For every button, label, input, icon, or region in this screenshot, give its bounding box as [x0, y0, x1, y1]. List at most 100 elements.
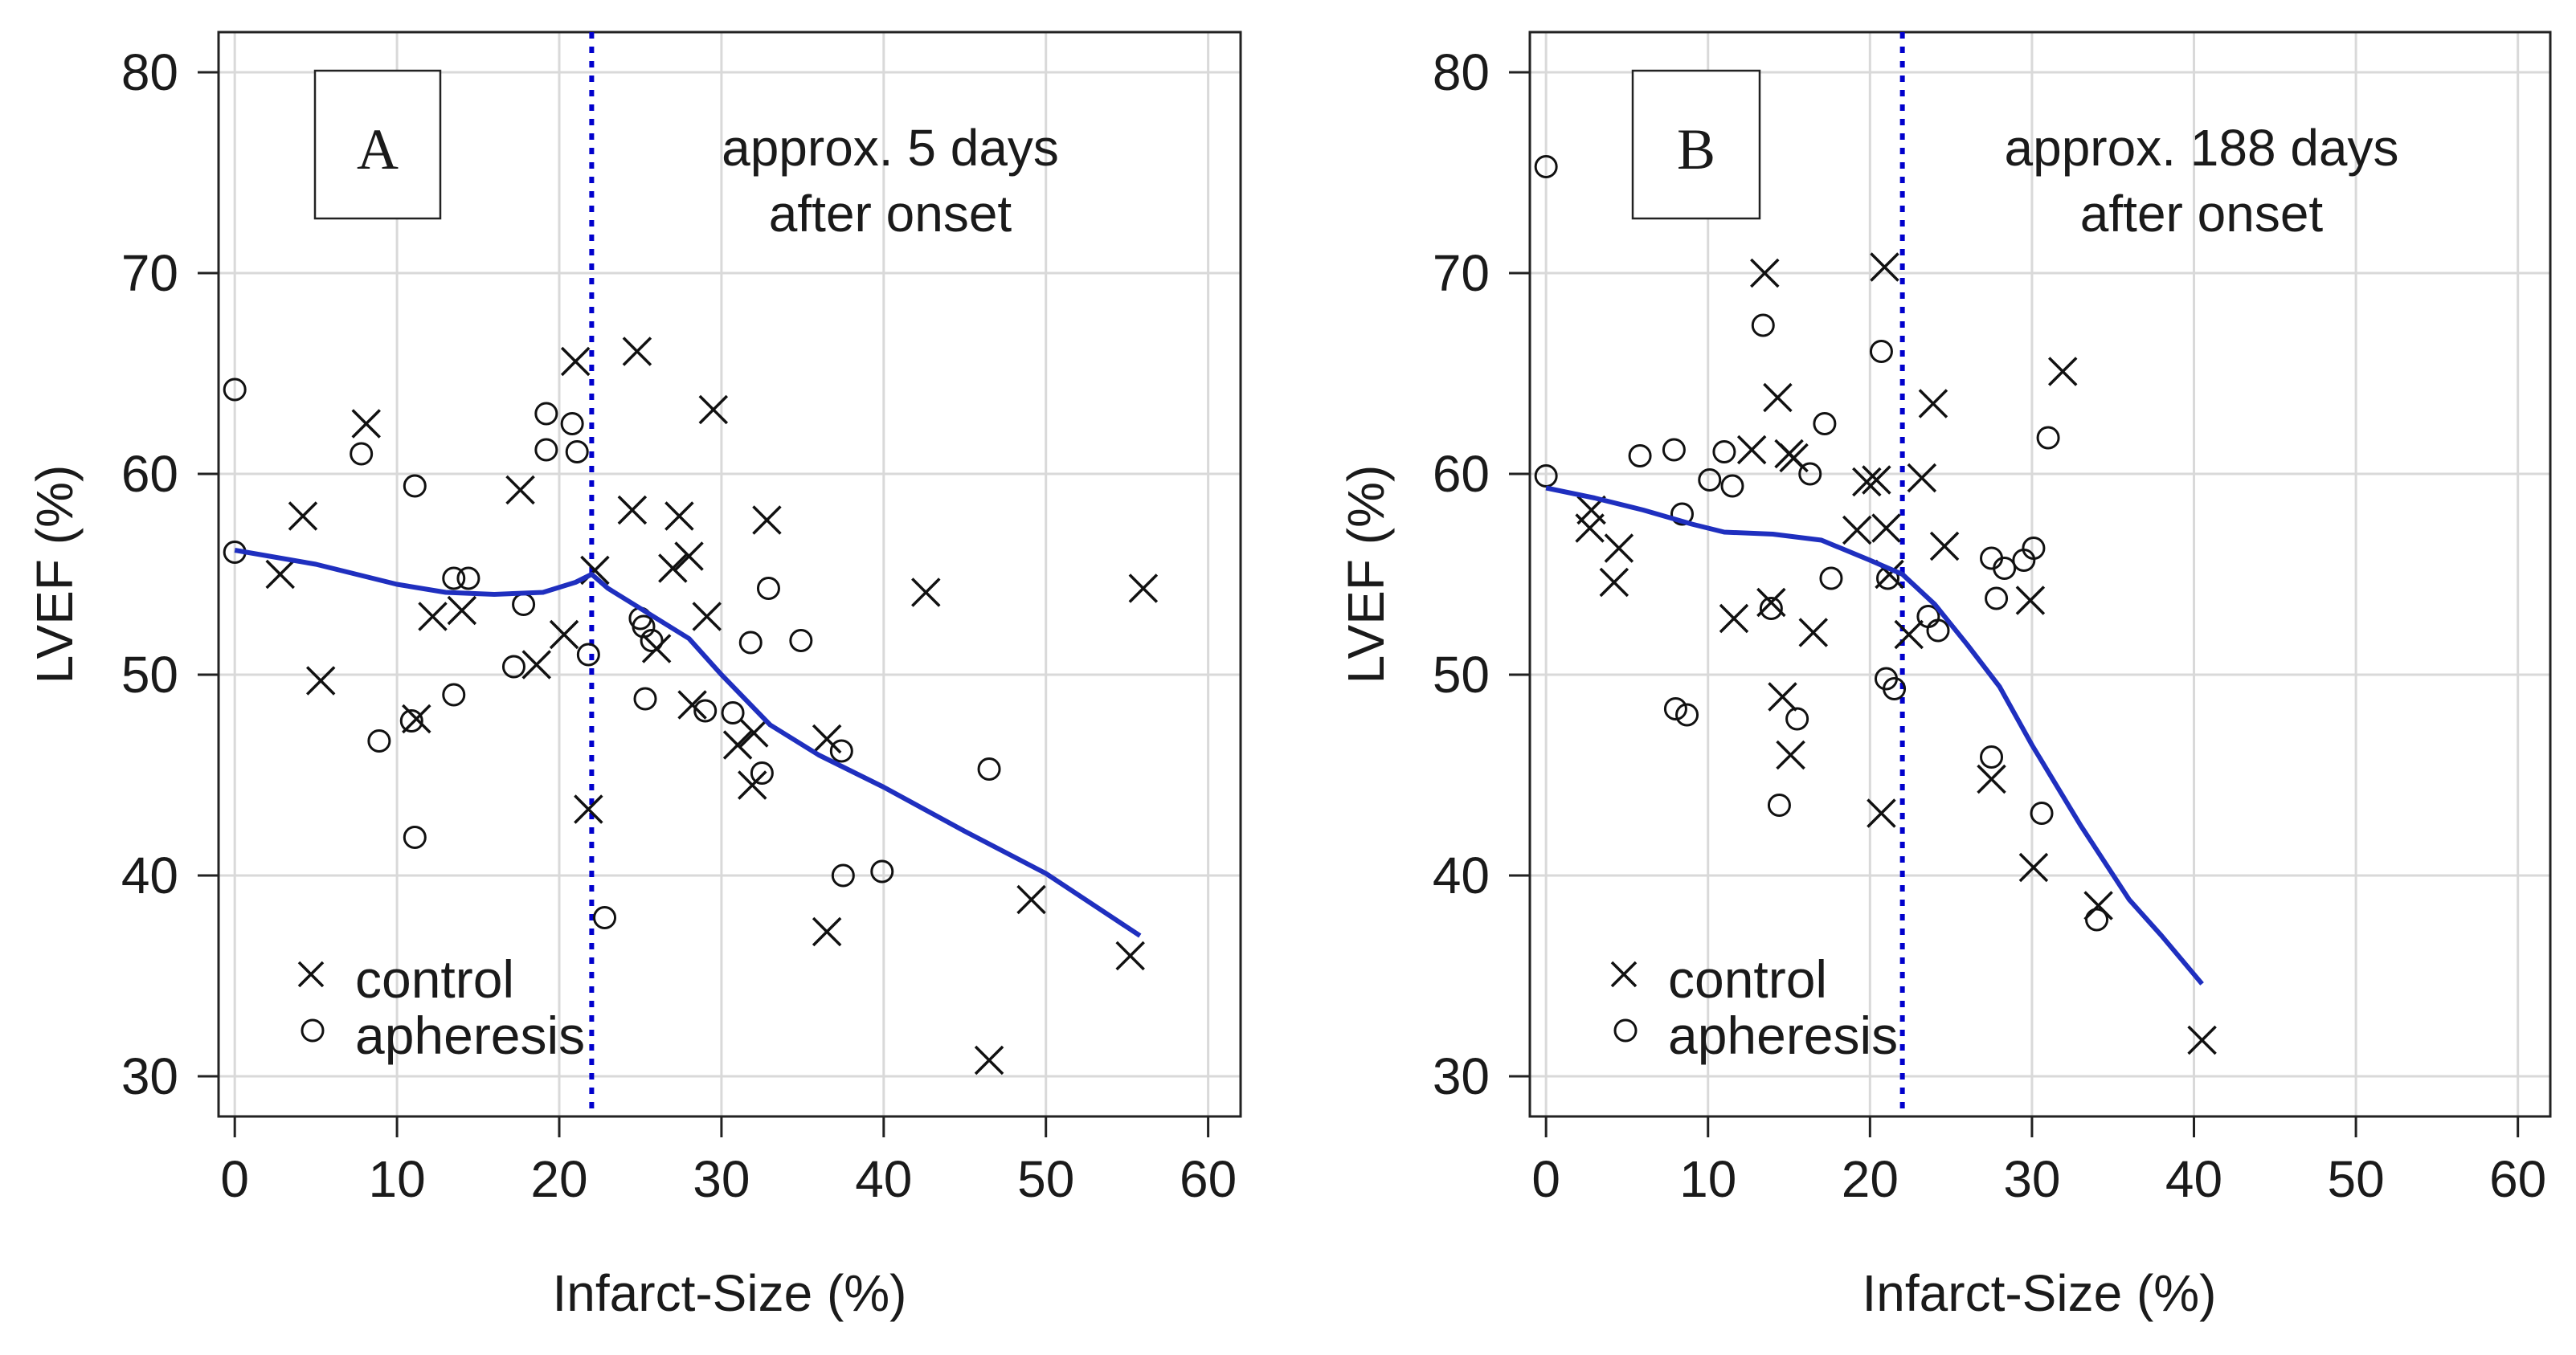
x-tick-label: 10 — [369, 1150, 426, 1208]
legend-marker-control — [297, 961, 325, 988]
point-control — [2083, 891, 2113, 920]
point-apheresis — [223, 378, 247, 402]
point-control — [351, 409, 381, 439]
legend-label-control: control — [355, 949, 514, 1009]
point-apheresis — [1798, 462, 1822, 486]
annotation-line-2: after onset — [769, 185, 1012, 243]
point-apheresis — [2022, 537, 2046, 560]
y-tick-label: 70 — [1433, 244, 1490, 302]
y-tick-label: 50 — [1433, 646, 1490, 704]
point-apheresis — [593, 906, 617, 929]
point-control — [574, 794, 603, 824]
point-control — [1604, 533, 1634, 563]
panel-b: 0 10 20 30 40 50 60 30 40 50 60 70 80 B approx. 188 … — [1337, 31, 2552, 1322]
point-apheresis — [576, 643, 600, 667]
data-marks — [223, 337, 1159, 1075]
point-control — [658, 553, 688, 583]
y-tick-label: 80 — [121, 43, 178, 101]
point-control — [617, 495, 648, 525]
point-control — [1907, 463, 1937, 493]
point-control — [1894, 619, 1924, 650]
point-apheresis — [1751, 313, 1775, 337]
point-control — [1776, 740, 1805, 770]
point-control — [812, 916, 842, 947]
legend-label-apheresis: apheresis — [1668, 1006, 1898, 1065]
point-control — [698, 394, 729, 425]
y-axis-label: LVEF (%) — [26, 465, 84, 684]
point-control — [1768, 682, 1797, 712]
point-apheresis — [1662, 438, 1686, 462]
point-control — [622, 337, 652, 366]
point-control — [752, 505, 782, 535]
x-tick-label: 30 — [2003, 1150, 2060, 1208]
point-control — [1862, 465, 1891, 495]
point-apheresis — [534, 402, 558, 426]
lowess-curve — [1545, 485, 2204, 986]
panel-letter: B — [1677, 117, 1715, 182]
point-control — [560, 346, 591, 377]
point-control — [402, 704, 431, 734]
point-control — [677, 690, 707, 720]
point-control — [674, 541, 704, 571]
legend-label-control: control — [1668, 949, 1827, 1009]
x-axis-label: Infarct-Size (%) — [1862, 1264, 2217, 1322]
grid-lines — [219, 32, 1241, 1116]
y-tick-label: 70 — [121, 244, 178, 302]
point-control — [1016, 884, 1046, 915]
point-control — [2018, 852, 2049, 883]
point-control — [1575, 513, 1605, 543]
x-tick-label: 40 — [2165, 1150, 2222, 1208]
legend-label-apheresis: apheresis — [355, 1006, 585, 1065]
point-apheresis — [1819, 566, 1843, 590]
point-apheresis — [1698, 468, 1722, 492]
x-tick-label: 50 — [2328, 1150, 2385, 1208]
point-apheresis — [565, 440, 589, 463]
x-tick-label: 60 — [1180, 1150, 1237, 1208]
point-apheresis — [512, 593, 536, 616]
point-control — [288, 501, 318, 531]
point-apheresis — [693, 699, 718, 723]
x-tick-label: 0 — [220, 1150, 249, 1208]
point-apheresis — [1926, 618, 1950, 643]
point-apheresis — [560, 412, 584, 435]
x-tick-label: 0 — [1531, 1150, 1560, 1208]
point-apheresis — [633, 687, 657, 711]
y-tick-label: 60 — [1433, 445, 1490, 503]
point-control — [974, 1045, 1004, 1075]
axis-ticks: 0 10 20 30 40 50 60 30 40 50 60 70 80 — [1433, 43, 2546, 1208]
panel-a: 0 10 20 30 40 50 60 30 40 50 60 70 80 A approx. 5 da… — [26, 31, 1242, 1322]
point-apheresis — [442, 683, 466, 707]
y-tick-label: 50 — [121, 646, 178, 704]
point-apheresis — [1993, 557, 2017, 580]
point-apheresis — [1813, 412, 1837, 435]
x-tick-label: 30 — [693, 1150, 750, 1208]
point-apheresis — [1985, 586, 2009, 610]
point-apheresis — [2030, 802, 2054, 825]
point-apheresis — [403, 826, 427, 849]
point-control — [664, 501, 694, 531]
x-tick-label: 50 — [1017, 1150, 1074, 1208]
x-tick-label: 20 — [530, 1150, 587, 1208]
point-control — [911, 578, 941, 607]
point-control — [1977, 764, 2006, 794]
legend-marker-control — [1610, 961, 1638, 988]
y-tick-label: 40 — [1433, 847, 1490, 904]
point-control — [1918, 389, 1948, 418]
point-control — [722, 730, 753, 760]
point-control — [447, 595, 477, 626]
annotation-line-1: approx. 5 days — [722, 119, 1059, 177]
y-axis-label: LVEF (%) — [1337, 465, 1395, 684]
point-control — [418, 602, 448, 631]
plot-frame — [1528, 31, 2552, 1118]
annotation-line-2: after onset — [2080, 185, 2324, 243]
point-control — [505, 475, 535, 505]
point-control — [521, 650, 551, 680]
y-tick-label: 40 — [121, 847, 178, 904]
point-control — [1719, 603, 1749, 634]
point-control — [305, 666, 336, 696]
x-tick-label: 20 — [1842, 1150, 1899, 1208]
legend-marker-apheresis — [1613, 1018, 1638, 1043]
point-control — [812, 724, 842, 754]
point-apheresis — [1759, 597, 1783, 620]
lowess-curve — [234, 548, 1142, 938]
